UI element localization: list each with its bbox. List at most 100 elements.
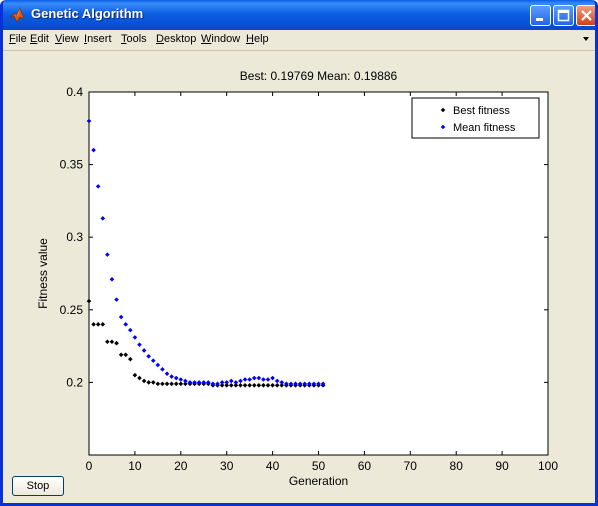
- x-tick-label: 50: [312, 459, 326, 473]
- window-title: Genetic Algorithm: [31, 6, 144, 21]
- legend-marker-best: [440, 107, 446, 113]
- title-bar[interactable]: Genetic Algorithm: [3, 0, 595, 30]
- mean-fitness-point: [302, 381, 308, 387]
- best-fitness-point: [219, 383, 225, 388]
- mean-fitness-point: [320, 381, 326, 387]
- x-tick-label: 40: [266, 459, 280, 473]
- mean-fitness-point: [261, 377, 266, 382]
- mean-fitness-point: [242, 377, 248, 382]
- best-fitness-point: [228, 383, 234, 388]
- legend-label-best: Best fitness: [453, 105, 510, 117]
- x-tick-label: 60: [358, 459, 372, 473]
- best-fitness-point: [95, 322, 101, 327]
- y-tick-label: 0.35: [60, 158, 84, 172]
- y-axis-label: Fitness value: [36, 238, 50, 309]
- minimize-icon: [536, 18, 543, 21]
- mean-fitness-point: [293, 381, 298, 387]
- best-fitness-point: [169, 381, 174, 387]
- best-fitness-point: [109, 339, 115, 345]
- mean-fitness-point: [178, 377, 184, 382]
- maximize-icon: [557, 9, 570, 22]
- mean-fitness-point: [288, 381, 294, 387]
- menu-help[interactable]: Help: [246, 33, 269, 45]
- best-fitness-point: [128, 356, 133, 362]
- mean-fitness-point: [146, 353, 151, 359]
- mean-fitness-point: [206, 380, 211, 385]
- mean-fitness-point: [270, 375, 275, 381]
- best-fitness-point: [160, 381, 165, 387]
- menu-edit[interactable]: Edit: [30, 33, 49, 45]
- legend-label-mean: Mean fitness: [453, 122, 516, 134]
- mean-fitness-point: [114, 297, 119, 302]
- mean-fitness-point: [256, 375, 262, 381]
- mean-fitness-point: [105, 252, 110, 257]
- mean-fitness-point: [307, 381, 312, 387]
- best-fitness-point: [86, 298, 92, 304]
- best-fitness-point: [150, 380, 156, 385]
- mean-fitness-point: [183, 378, 188, 384]
- best-fitness-point: [256, 383, 262, 388]
- x-tick-label: 30: [220, 459, 234, 473]
- menu-tools[interactable]: Tools: [121, 33, 147, 45]
- best-fitness-point: [270, 383, 275, 388]
- best-fitness-point: [279, 383, 285, 388]
- mean-fitness-point: [210, 381, 216, 387]
- chart-title: Best: 0.19769 Mean: 0.19886: [240, 69, 398, 83]
- mean-fitness-point: [201, 380, 207, 385]
- best-fitness-point: [233, 383, 239, 388]
- stop-button[interactable]: Stop: [12, 476, 64, 496]
- close-button[interactable]: [576, 5, 595, 26]
- menu-view[interactable]: View: [55, 33, 79, 45]
- best-fitness-point: [100, 322, 106, 327]
- menu-window[interactable]: Window: [201, 33, 241, 45]
- best-fitness-point: [261, 383, 266, 388]
- y-tick-label: 0.4: [66, 85, 83, 99]
- mean-fitness-point: [192, 380, 197, 385]
- mean-fitness-point: [196, 380, 202, 385]
- best-fitness-point: [183, 381, 188, 387]
- best-fitness-point: [242, 383, 248, 388]
- mean-fitness-point: [86, 118, 92, 124]
- mean-fitness-point: [265, 377, 271, 382]
- x-tick-label: 20: [174, 459, 188, 473]
- best-fitness-point: [164, 381, 170, 387]
- mean-fitness-point: [100, 216, 106, 221]
- mean-fitness-point: [224, 380, 229, 385]
- minimize-button[interactable]: [530, 5, 551, 26]
- best-fitness-point: [123, 352, 129, 358]
- figure-area: 0 10 20 30 40 50 60 70 80 90 100 0.2 0.25 0.3 0.35 0.4 …: [3, 51, 595, 503]
- best-fitness-point: [265, 383, 271, 388]
- mean-fitness-point: [215, 381, 220, 387]
- mean-fitness-point: [95, 184, 101, 189]
- x-tick-label: 90: [495, 459, 509, 473]
- y-tick-label: 0.3: [66, 230, 83, 244]
- mean-fitness-point: [274, 378, 280, 384]
- mean-fitness-point: [150, 358, 156, 363]
- mean-fitness-point: [141, 348, 147, 353]
- mean-fitness-point: [219, 380, 225, 385]
- mean-fitness-point: [311, 381, 317, 387]
- mean-fitness-point: [137, 342, 142, 347]
- mean-fitness-point: [297, 381, 303, 387]
- best-fitness-point: [238, 383, 243, 388]
- menu-file[interactable]: File: [9, 33, 27, 45]
- menu-desktop[interactable]: Desktop: [156, 33, 197, 45]
- mean-fitness-point: [279, 380, 285, 385]
- mean-fitness-point: [160, 367, 165, 372]
- menu-insert[interactable]: Insert: [84, 33, 112, 45]
- toolbar-overflow-icon[interactable]: [583, 37, 589, 41]
- mean-fitness-point: [238, 378, 243, 384]
- maximize-button[interactable]: [553, 5, 574, 26]
- best-fitness-point: [251, 383, 257, 388]
- mean-fitness-point: [123, 322, 129, 327]
- y-tick-label: 0.25: [60, 303, 84, 317]
- x-tick-label: 0: [86, 459, 93, 473]
- mean-fitness-point: [173, 375, 179, 381]
- menu-bar: File Edit View Insert Tools Desktop Wind…: [3, 30, 595, 51]
- x-tick-label: 70: [404, 459, 418, 473]
- mean-fitness-point: [228, 378, 234, 384]
- mean-fitness-point: [132, 335, 138, 340]
- best-fitness-point: [137, 375, 142, 381]
- y-tick-label: 0.2: [66, 375, 83, 389]
